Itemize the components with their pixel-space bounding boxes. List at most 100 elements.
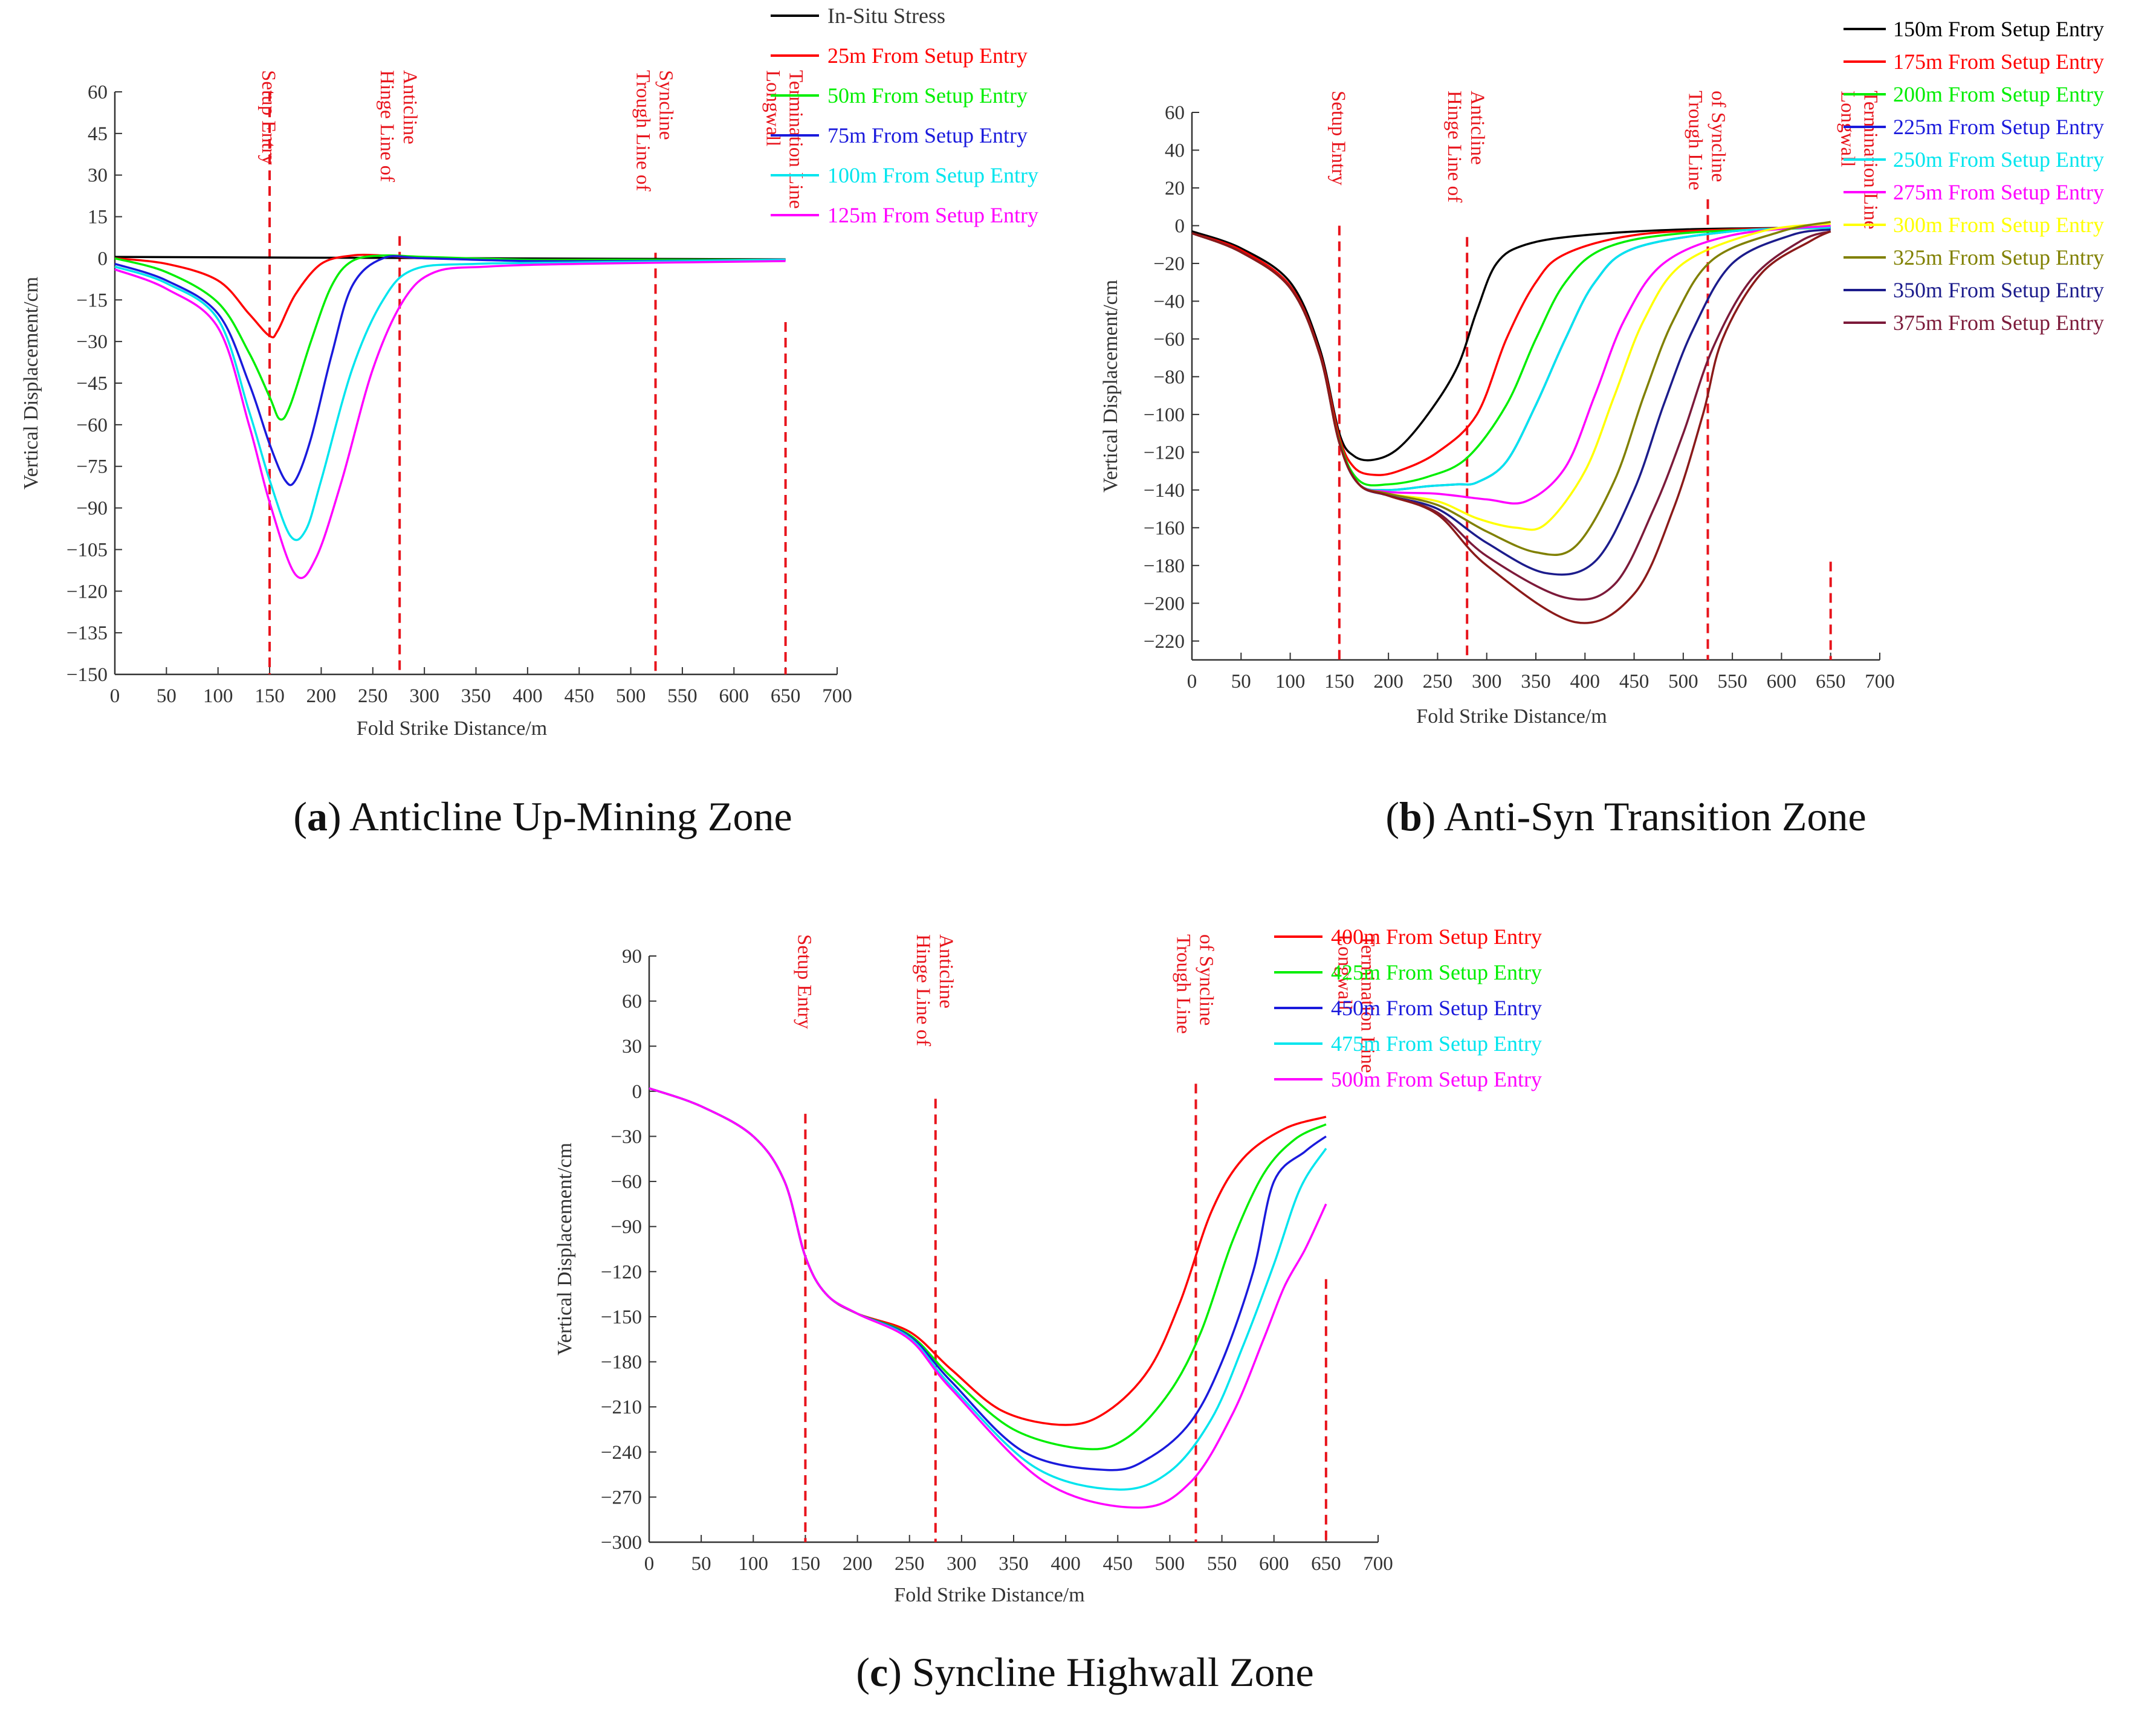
x-tick-label-b: 250 [1423, 671, 1453, 693]
vline-label-line: Anticline [935, 934, 957, 1009]
y-tick-label-a: −120 [66, 581, 108, 602]
vline-label-b: Setup Entry [1327, 91, 1349, 186]
y-tick-label-c: −90 [610, 1216, 642, 1238]
x-tick-label-a: 250 [358, 685, 388, 707]
y-tick-label-b: −80 [1153, 366, 1185, 388]
caption-b-letter: b [1399, 793, 1422, 839]
legend-label-b: 325m From Setup Entry [1893, 245, 2104, 270]
x-tick-label-a: 700 [822, 685, 852, 707]
series-line-a [114, 254, 786, 421]
x-tick-label-c: 650 [1311, 1553, 1341, 1575]
legend-label-a: 50m From Setup Entry [827, 83, 1028, 108]
x-tick-label-b: 700 [1865, 671, 1895, 693]
x-tick-label-c: 700 [1363, 1553, 1393, 1575]
vline-label-b: Trough Line of Syncline [1685, 91, 1729, 190]
series-line-a [114, 255, 786, 486]
y-tick-label-b: −100 [1144, 404, 1185, 426]
caption-c-letter: c [870, 1649, 888, 1695]
x-axis-label-b: Fold Strike Distance/m [1416, 705, 1607, 728]
y-tick-label-a: 0 [98, 248, 108, 270]
x-tick-label-b: 600 [1767, 671, 1797, 693]
x-tick-label-b: 450 [1619, 671, 1649, 693]
legend-label-c: 500m From Setup Entry [1331, 1067, 1542, 1091]
y-tick-label-c: −300 [601, 1532, 642, 1554]
x-tick-label-b: 650 [1816, 671, 1846, 693]
y-tick-label-c: 30 [622, 1036, 642, 1058]
vline-label-line: of Syncline [1196, 934, 1217, 1025]
vline-label-line: Setup Entry [1327, 91, 1349, 186]
vline-label-c: Longwall Termination Line [1334, 934, 1379, 1073]
vline-label-line: Longwall [762, 70, 784, 146]
y-tick-label-b: 40 [1165, 140, 1185, 161]
panel-a: 604530150−15−30−45−60−75−90−105−120−135−… [20, 4, 1038, 740]
vline-label-line: Trough Line of [632, 70, 654, 191]
y-tick-label-b: −140 [1144, 480, 1185, 502]
legend-label-a: In-Situ Stress [827, 4, 945, 28]
vline-label-line: Trough Line [1173, 934, 1194, 1034]
y-tick-label-c: −210 [601, 1397, 642, 1418]
caption-b: (b) Anti-Syn Transition Zone [1385, 793, 1866, 839]
y-tick-label-a: 30 [88, 165, 108, 187]
legend-label-b: 300m From Setup Entry [1893, 213, 2104, 237]
x-tick-label-b: 100 [1275, 671, 1306, 693]
x-tick-label-a: 500 [616, 685, 646, 707]
legend-b: 150m From Setup Entry 175m From Setup Ent… [1844, 17, 2104, 335]
x-tick-label-c: 350 [999, 1553, 1029, 1575]
legend-label-a: 75m From Setup Entry [827, 123, 1028, 147]
caption-c-title: Syncline Highwall Zone [912, 1649, 1314, 1695]
x-tick-label-a: 100 [203, 685, 233, 707]
series-line-b [1191, 224, 1831, 505]
vline-label-c: Setup Entry [793, 934, 815, 1029]
series-line-b [1191, 226, 1831, 491]
vline-label-line: Trough Line [1685, 91, 1706, 190]
x-tick-label-a: 450 [564, 685, 594, 707]
legend-label-b: 175m From Setup Entry [1893, 50, 2104, 74]
x-tick-label-c: 100 [739, 1553, 769, 1575]
y-tick-label-b: −220 [1144, 631, 1185, 653]
x-tick-label-b: 0 [1187, 671, 1197, 693]
y-tick-label-b: 20 [1165, 178, 1185, 199]
x-tick-label-c: 200 [843, 1553, 873, 1575]
x-tick-label-c: 500 [1155, 1553, 1185, 1575]
x-tick-label-b: 550 [1717, 671, 1747, 693]
x-tick-label-c: 50 [691, 1553, 711, 1575]
legend-label-b: 225m From Setup Entry [1893, 115, 2104, 139]
vline-label-b: Hinge Line of Anticline [1443, 91, 1488, 202]
y-tick-label-b: −40 [1153, 291, 1185, 312]
vline-label-line: Hinge Line of [912, 934, 934, 1046]
y-tick-label-a: −30 [76, 331, 108, 353]
series-line-b [1191, 230, 1831, 624]
series-line-b [1191, 221, 1831, 556]
series-line-b [1191, 226, 1831, 491]
legend-label-b: 350m From Setup Entry [1893, 278, 2104, 302]
vline-label-line: Longwall [1836, 91, 1858, 167]
series-line-a [114, 260, 786, 580]
y-tick-label-a: −135 [66, 622, 108, 644]
vline-label-a: Longwall Termination Line [762, 70, 807, 209]
y-tick-label-a: −75 [76, 456, 108, 478]
y-tick-label-b: 0 [1175, 215, 1185, 237]
x-tick-label-b: 400 [1570, 671, 1601, 693]
vline-label-a: Trough Line of Syncline [632, 70, 677, 191]
y-tick-label-c: −240 [601, 1442, 642, 1464]
x-tick-label-a: 650 [771, 685, 801, 707]
legend-label-c: 450m From Setup Entry [1331, 996, 1542, 1020]
x-tick-label-a: 400 [513, 685, 543, 707]
y-tick-label-b: −60 [1153, 329, 1185, 350]
x-tick-label-c: 150 [791, 1553, 821, 1575]
x-tick-label-c: 0 [644, 1553, 655, 1575]
y-tick-label-a: −60 [76, 415, 108, 436]
x-tick-label-c: 600 [1259, 1553, 1289, 1575]
legend-label-b: 275m From Setup Entry [1893, 180, 2104, 204]
y-tick-label-a: −105 [66, 539, 108, 561]
panel-c: 9060300−30−60−90−120−150−180−210−240−270… [554, 925, 1542, 1606]
series-line-c [649, 1087, 1327, 1509]
series-line-b [1191, 226, 1831, 462]
legend-label-a: 100m From Setup Entry [827, 163, 1038, 187]
x-tick-label-b: 200 [1373, 671, 1403, 693]
x-tick-label-a: 200 [306, 685, 337, 707]
y-axis-label-a: Vertical Displacement/cm [20, 277, 42, 489]
x-tick-label-a: 50 [157, 685, 176, 707]
caption-b-title: Anti-Syn Transition Zone [1444, 793, 1866, 839]
x-tick-label-b: 300 [1472, 671, 1502, 693]
